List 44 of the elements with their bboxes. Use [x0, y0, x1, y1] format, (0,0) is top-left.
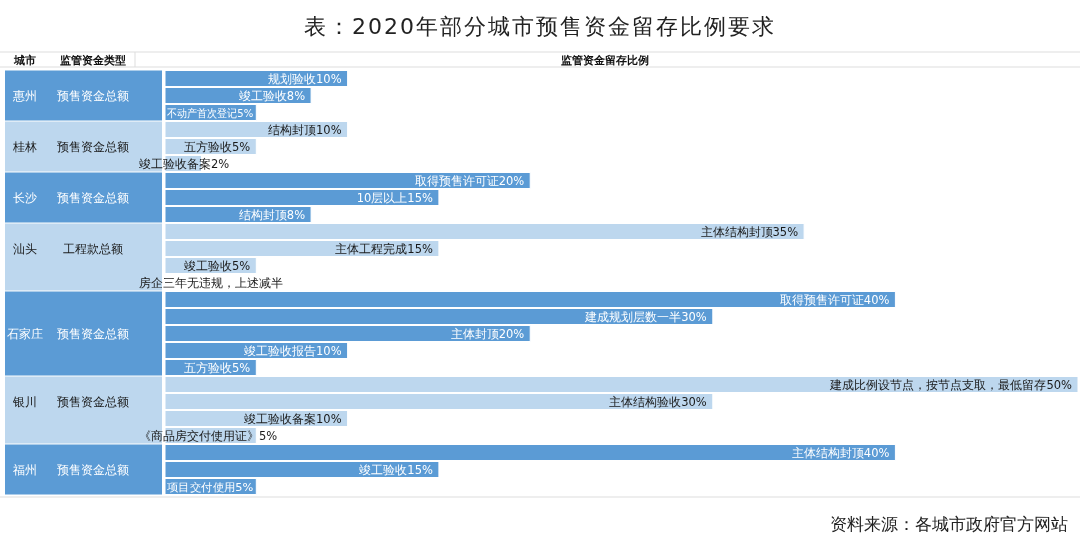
data-label: 规划验收10% [268, 72, 342, 86]
data-label: 竣工验收8% [238, 89, 306, 103]
data-label: 竣工验收15% [359, 463, 433, 477]
data-label: 竣工验收报告10% [244, 344, 342, 358]
data-label: 不动产首次登记5% [167, 107, 262, 120]
y-axis-title: 城市 [13, 54, 36, 67]
data-label: 竣工验收备案10% [244, 412, 342, 426]
data-label: 《商品房交付使用证》5% [139, 429, 278, 443]
text: 预售资金总额 [57, 140, 129, 154]
text: 监管资金类型 [60, 54, 126, 67]
text: 资料来源：各城市政府官方网站 [830, 514, 1068, 534]
data-label: 建成比例设节点，按节点支取，最低留存50% [829, 378, 1073, 392]
data-label: 取得预售许可证20% [414, 174, 525, 188]
data-label: 主体结构封顶35% [700, 225, 799, 239]
text: 预售资金总额 [57, 463, 129, 477]
y-tick-label: 银川 [12, 395, 37, 409]
text: 预售资金总额 [57, 395, 129, 409]
data-label: 取得预售许可证40% [779, 293, 890, 307]
data-label: 五方验收5% [184, 361, 251, 375]
data-label: 主体结构封顶40% [791, 446, 890, 460]
data-label: 结构封顶10% [268, 123, 342, 137]
data-label: 建成规划层数一半30% [584, 310, 707, 324]
y-tick-label: 汕头 [13, 242, 37, 256]
data-label: 竣工验收5% [184, 259, 251, 273]
data-label: 项目交付使用5% [167, 481, 254, 494]
y-tick-label: 石家庄 [7, 327, 43, 341]
text: 工程款总额 [63, 242, 123, 256]
data-label: 竣工验收备案2% [139, 157, 230, 171]
data-label: 五方验收5% [184, 140, 251, 154]
y-tick-label: 惠州 [12, 89, 37, 103]
data-label: 结构封顶8% [238, 208, 306, 222]
chart-title: 表：2020年部分城市预售资金留存比例要求 [304, 14, 776, 39]
data-label: 主体封顶20% [450, 327, 525, 341]
text: 预售资金总额 [57, 191, 129, 205]
text: 房企三年无违规，上述减半 [139, 276, 283, 290]
data-label: 10层以上15% [356, 191, 433, 205]
data-label: 主体工程完成15% [335, 242, 433, 256]
text: 监管资金留存比例 [561, 54, 649, 67]
y-tick-label: 桂林 [12, 140, 37, 154]
y-tick-label: 长沙 [13, 191, 37, 205]
text: 预售资金总额 [57, 89, 129, 103]
y-tick-label: 福州 [13, 463, 37, 477]
text: 预售资金总额 [57, 327, 129, 341]
data-label: 主体结构验收30% [609, 395, 707, 409]
